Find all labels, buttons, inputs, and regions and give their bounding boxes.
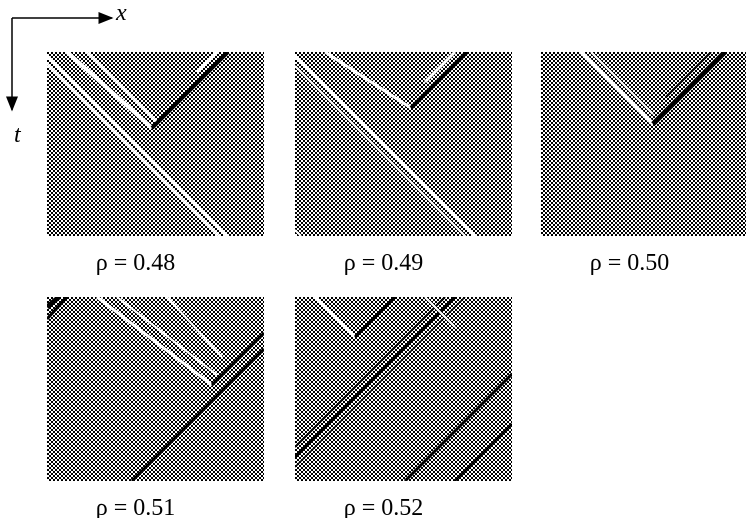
ca-panel (47, 52, 264, 240)
t-axis-label: t (14, 122, 22, 148)
checkerboard (295, 297, 512, 481)
x-axis-label: x (115, 0, 127, 26)
panel-label: ρ = 0.50 (590, 250, 670, 276)
ca-panel (541, 52, 746, 236)
panel-label: ρ = 0.48 (96, 250, 176, 276)
checkerboard (295, 52, 512, 236)
panel-label: ρ = 0.52 (344, 495, 424, 518)
checkerboard (47, 297, 264, 481)
panel-label: ρ = 0.49 (344, 250, 424, 276)
panel-label: ρ = 0.51 (96, 495, 176, 518)
checkerboard (47, 52, 264, 236)
ca-panel (47, 297, 264, 481)
checkerboard (541, 52, 746, 236)
ca-panel (295, 297, 512, 481)
figure: x t ρ = 0.48 ρ = 0.49 ρ = 0.50 ρ = 0.51 ρ = … (0, 0, 746, 518)
ca-panel (295, 52, 512, 240)
